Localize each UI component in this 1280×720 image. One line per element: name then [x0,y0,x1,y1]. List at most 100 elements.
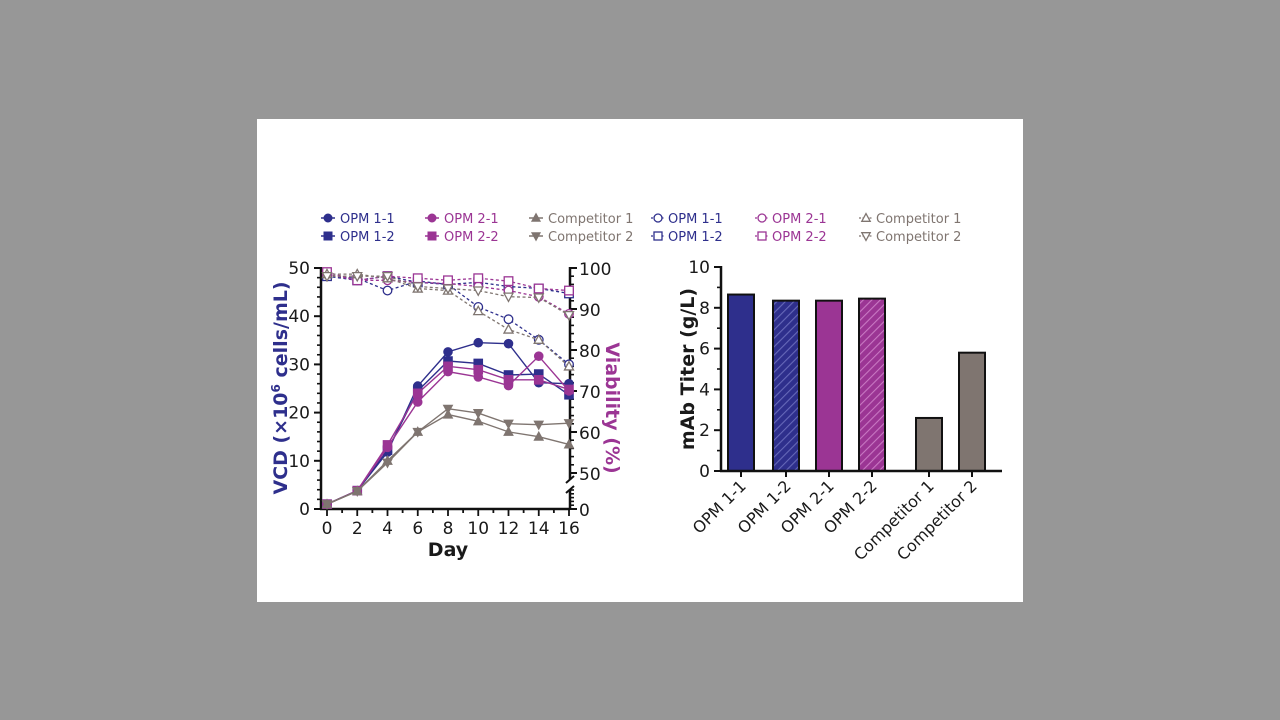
legend: OPM 1-1 OPM 1-2 OPM 2-1 OPM 2-2 Competitor 1… [321,212,961,245]
legend-item-open-competitor-1: Competitor 1 [859,212,961,227]
legend-marker-circle-icon [323,213,333,223]
legend-item-open-competitor-2: Competitor 2 [859,230,961,245]
viability-point [472,304,484,316]
legend-label: OPM 2-1 [444,212,499,227]
bar-opm-1-2 [772,299,800,472]
legend-item-filled-competitor-2: Competitor 2 [529,230,633,245]
bar-y-tick-label: 6 [699,340,710,360]
legend-marker-circle-icon [427,213,437,223]
legend-label: OPM 1-1 [340,212,395,227]
figure-panel: OPM 1-1 OPM 1-2 OPM 2-1 OPM 2-2 Competitor 1… [257,119,1023,602]
vcd-point [443,347,453,357]
x-axis-title: Day [428,539,469,561]
vcd-line [326,408,570,505]
legend-item-filled-opm-1-2: OPM 1-2 [321,230,395,245]
legend-marker-open-circle-icon [757,213,767,223]
viability-point [502,292,515,303]
vcd-point [473,364,484,375]
viability-point [502,323,515,334]
legend-marker-square-icon [427,231,437,241]
vcd-point [412,388,423,399]
figure-svg: OPM 1-1 OPM 1-2 OPM 2-1 OPM 2-2 Competitor 1… [269,212,1002,564]
legend-label: OPM 2-2 [772,230,827,245]
bar-opm-2-2 [858,297,886,472]
viability-point [533,293,545,304]
bar-y-axis-title: mAb Titer (g/L) [677,288,699,450]
viability-point [412,273,423,284]
legend-label: Competitor 1 [876,212,961,227]
legend-label: OPM 2-1 [772,212,827,227]
legend-marker-open-square-icon [757,231,767,241]
vcd-point [503,375,514,385]
bar-chart-axes [714,266,1002,477]
viability-tick-label: 80 [579,342,601,362]
legend-item-filled-opm-2-2: OPM 2-2 [425,230,499,245]
viability-series-competitor-2 [321,272,575,322]
vcd-tick-label: 10 [288,452,310,472]
line-chart-axes [314,267,577,516]
bar-y-tick-label: 4 [699,380,710,400]
vcd-point [533,420,545,431]
legend-item-open-opm-2-2: OPM 2-2 [755,230,827,245]
viability-point [443,275,453,286]
vcd-point [382,458,393,469]
viability-point [412,282,424,293]
legend-item-filled-opm-2-1: OPM 2-1 [425,212,499,227]
vcd-point [533,375,544,385]
vcd-point [503,338,514,349]
legend-label: OPM 2-2 [444,230,499,245]
vcd-point [321,500,333,510]
vcd-point [472,409,484,419]
bar-y-tick-label: 10 [688,258,710,278]
legend-label: OPM 1-1 [668,212,723,227]
vcd-tick-label: 50 [288,259,310,279]
legend-marker-triangle-up-icon [530,212,542,222]
vcd-tick-label: 30 [288,355,310,375]
viability-point [503,276,514,287]
legend-marker-open-triangle-down-icon [860,232,872,242]
viability-tick-label: 50 [579,465,601,485]
viability-tick-label: 100 [579,260,611,280]
viability-point [563,360,575,371]
y-axis-title-viability: Viability (%) [601,342,623,473]
legend-item-filled-competitor-1: Competitor 1 [529,212,633,227]
legend-label: Competitor 2 [876,230,961,245]
viability-point [351,272,363,283]
viability-point [442,284,454,295]
legend-marker-open-circle-icon [653,213,663,223]
viability-point [382,285,393,296]
legend-label: Competitor 1 [548,212,633,227]
viability-point [473,273,484,284]
vcd-point [533,351,544,362]
x-tick-label: 14 [528,519,550,539]
bar-opm-1-1 [727,293,755,473]
bar-opm-2-1 [815,299,843,472]
vcd-line [326,413,570,505]
vcd-point [503,419,514,430]
bar-chart-bars [727,293,986,473]
legend-label: Competitor 2 [548,230,633,245]
x-tick-label: 2 [352,519,363,539]
vcd-series-opm-2-2 [322,361,574,509]
legend-label: OPM 1-2 [340,230,395,245]
viability-tick-label: 60 [579,424,601,444]
vcd-point [412,427,424,438]
viability-tick-label: 90 [579,301,601,321]
viability-point [321,272,333,283]
vcd-point [443,361,453,372]
legend-marker-square-icon [323,231,333,241]
viability-point [381,272,394,283]
vcd-point [472,415,484,426]
viability-series-group [321,267,575,371]
vcd-series-competitor-2 [321,404,575,510]
vcd-tick-label: 20 [288,404,310,424]
vcd-point [564,384,574,395]
vcd-point [442,404,454,415]
vcd-point [473,337,484,348]
y-axis-title-suffix: cells/mL) [270,281,292,384]
viability-point [472,286,484,297]
vcd-point [563,438,575,449]
